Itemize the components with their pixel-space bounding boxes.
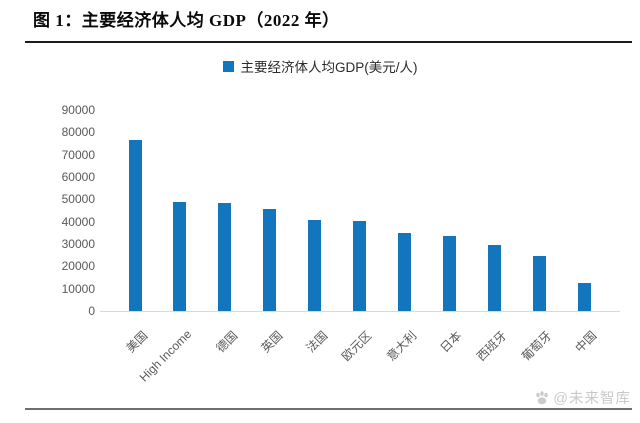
- y-axis-tick-label: 0: [88, 304, 95, 318]
- y-axis: 0 10000 20000 30000 40000 50000 60000 70000 8000…: [0, 0, 95, 423]
- x-axis-category-label: 法国: [303, 328, 330, 356]
- y-axis-tick-label: 90000: [61, 103, 95, 117]
- watermark: @未来智库: [534, 387, 631, 408]
- y-axis-tick-label: 70000: [61, 147, 95, 162]
- gdp-bar: [397, 233, 411, 311]
- y-axis-tick-label: 40000: [61, 214, 95, 229]
- y-axis-tick-label: 60000: [61, 170, 95, 184]
- legend-label: 主要经济体人均GDP(美元/人): [240, 60, 418, 75]
- x-axis-category-label: 英国: [258, 328, 286, 356]
- gdp-bar: [532, 256, 546, 311]
- y-axis-tick-label: 20000: [61, 259, 95, 274]
- paw-logo-icon: [536, 390, 548, 404]
- y-axis-tick-label: 30000: [61, 237, 95, 251]
- gdp-bar: [353, 221, 366, 311]
- x-axis-category-label: 德国: [213, 328, 241, 356]
- x-axis-category-label: High Income: [136, 327, 194, 385]
- gdp-bar: [442, 235, 456, 311]
- legend-swatch-icon: [222, 60, 234, 72]
- gdp-bar: [218, 202, 232, 311]
- x-axis-category-label: 中国: [572, 328, 600, 356]
- y-axis-tick-label: 80000: [61, 125, 95, 140]
- x-axis-category-label: 日本: [437, 328, 465, 356]
- x-axis-category-label: 美国: [123, 328, 151, 356]
- x-axis-category-label: 意大利: [384, 328, 420, 364]
- x-axis-category-label: 西班牙: [474, 328, 510, 364]
- gdp-bar: [308, 219, 322, 311]
- bottom-divider: [25, 408, 632, 410]
- x-axis-category-label: 葡萄牙: [519, 328, 555, 364]
- figure-title: 图 1：主要经济体人均 GDP（2022 年）: [33, 11, 340, 30]
- gdp-bar: [577, 282, 591, 311]
- gdp-bar: [263, 208, 277, 311]
- plot-area: [100, 110, 620, 312]
- gdp-bar: [173, 201, 187, 311]
- gdp-bar: [128, 140, 142, 311]
- y-axis-tick-label: 10000: [61, 281, 95, 296]
- x-axis-category-label: 欧元区: [339, 328, 375, 364]
- chart-legend: 主要经济体人均GDP(美元/人): [0, 56, 640, 76]
- watermark-text: @未来智库: [553, 391, 631, 407]
- top-divider: [25, 41, 632, 43]
- gdp-bar: [487, 245, 501, 311]
- y-axis-tick-label: 50000: [61, 192, 95, 207]
